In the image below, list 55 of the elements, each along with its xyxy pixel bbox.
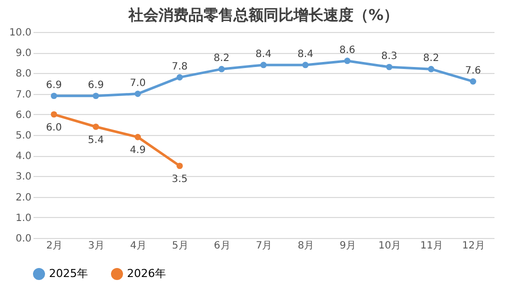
data-label: 7.6 bbox=[465, 65, 481, 76]
x-tick-label: 10月 bbox=[378, 240, 402, 252]
data-label: 7.0 bbox=[130, 78, 146, 89]
data-label: 7.8 bbox=[172, 61, 188, 72]
point bbox=[176, 162, 183, 170]
data-label: 8.6 bbox=[339, 44, 356, 56]
data-label: 3.5 bbox=[172, 174, 188, 185]
point bbox=[302, 62, 309, 68]
point bbox=[470, 78, 476, 85]
y-tick-label: 4.0 bbox=[16, 151, 32, 162]
data-label: 8.2 bbox=[423, 53, 440, 64]
point bbox=[92, 124, 100, 130]
y-tick-label: 3.0 bbox=[16, 172, 32, 183]
y-tick-label: 10.0 bbox=[9, 28, 32, 38]
y-tick-label: 7.0 bbox=[16, 89, 32, 100]
y-tick-label: 5.0 bbox=[16, 130, 32, 142]
data-label: 8.4 bbox=[297, 48, 314, 60]
x-tick-label: 8月 bbox=[298, 240, 314, 252]
x-tick-label: 9月 bbox=[340, 240, 356, 252]
y-tick-label: 1.0 bbox=[16, 212, 32, 224]
x-tick-label: 11月 bbox=[420, 240, 444, 252]
x-tick-label: 2月 bbox=[46, 240, 63, 252]
point bbox=[176, 74, 183, 80]
point bbox=[134, 90, 141, 97]
x-tick-label: 4月 bbox=[130, 240, 146, 252]
data-label: 8.3 bbox=[381, 51, 398, 62]
point bbox=[344, 58, 350, 64]
chart-title: 社会消费品零售总额同比增长速度（%） bbox=[127, 6, 399, 24]
data-label: 8.2 bbox=[214, 53, 230, 64]
point bbox=[92, 92, 100, 100]
point bbox=[428, 66, 434, 72]
legend-label: 2026年 bbox=[127, 267, 166, 280]
y-tick-label: 8.0 bbox=[16, 68, 32, 80]
point bbox=[218, 66, 225, 72]
x-tick-label: 7月 bbox=[256, 240, 272, 252]
data-label: 6.9 bbox=[46, 80, 62, 91]
y-tick-label: 9.0 bbox=[16, 48, 32, 60]
y-tick-label: 0.0 bbox=[16, 234, 32, 244]
data-label: 4.9 bbox=[130, 145, 146, 156]
point bbox=[134, 134, 141, 140]
data-label: 6.9 bbox=[88, 80, 104, 91]
x-tick-label: 12月 bbox=[462, 240, 485, 252]
x-tick-label: 6月 bbox=[214, 240, 230, 252]
x-tick-label: 5月 bbox=[172, 240, 188, 252]
data-label: 5.4 bbox=[88, 134, 104, 146]
x-tick-label: 3月 bbox=[88, 240, 105, 252]
point bbox=[50, 92, 58, 100]
legend-label: 2025年 bbox=[49, 267, 88, 280]
point bbox=[386, 64, 392, 70]
point bbox=[260, 62, 267, 68]
y-tick-label: 2.0 bbox=[16, 192, 32, 204]
point bbox=[50, 111, 58, 118]
data-label: 6.0 bbox=[46, 122, 62, 134]
y-tick-label: 6.0 bbox=[16, 110, 32, 121]
data-label: 8.4 bbox=[256, 48, 272, 60]
